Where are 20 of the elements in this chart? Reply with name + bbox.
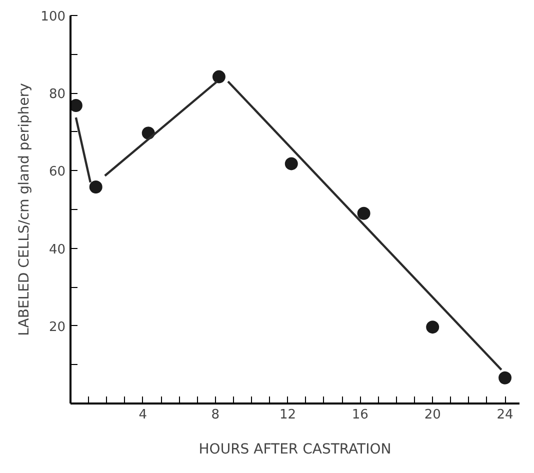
x-tick-label: 20 bbox=[424, 408, 441, 422]
point bbox=[357, 206, 370, 220]
point bbox=[70, 99, 82, 112]
x-axis-title: HOURS AFTER CASTRATION bbox=[198, 442, 392, 458]
point bbox=[498, 371, 512, 384]
x-tick-label: 12 bbox=[279, 408, 296, 422]
point bbox=[284, 157, 298, 170]
x-tick-label: 4 bbox=[138, 408, 148, 422]
x-tick-label: 8 bbox=[211, 408, 220, 422]
x-tick-label: 24 bbox=[496, 408, 514, 422]
y-tick-label: 40 bbox=[48, 242, 66, 258]
x-tick-label: 16 bbox=[352, 408, 368, 422]
point bbox=[89, 180, 102, 194]
point bbox=[212, 70, 226, 84]
y-tick-label: 80 bbox=[48, 87, 66, 102]
y-axis-title: LABELED CELLS/cm gland periphery bbox=[16, 83, 33, 336]
point bbox=[426, 320, 440, 334]
y-tick-label: 60 bbox=[48, 164, 66, 180]
y-tick-label: 100 bbox=[40, 10, 66, 24]
y-tick-label: 20 bbox=[48, 320, 66, 335]
